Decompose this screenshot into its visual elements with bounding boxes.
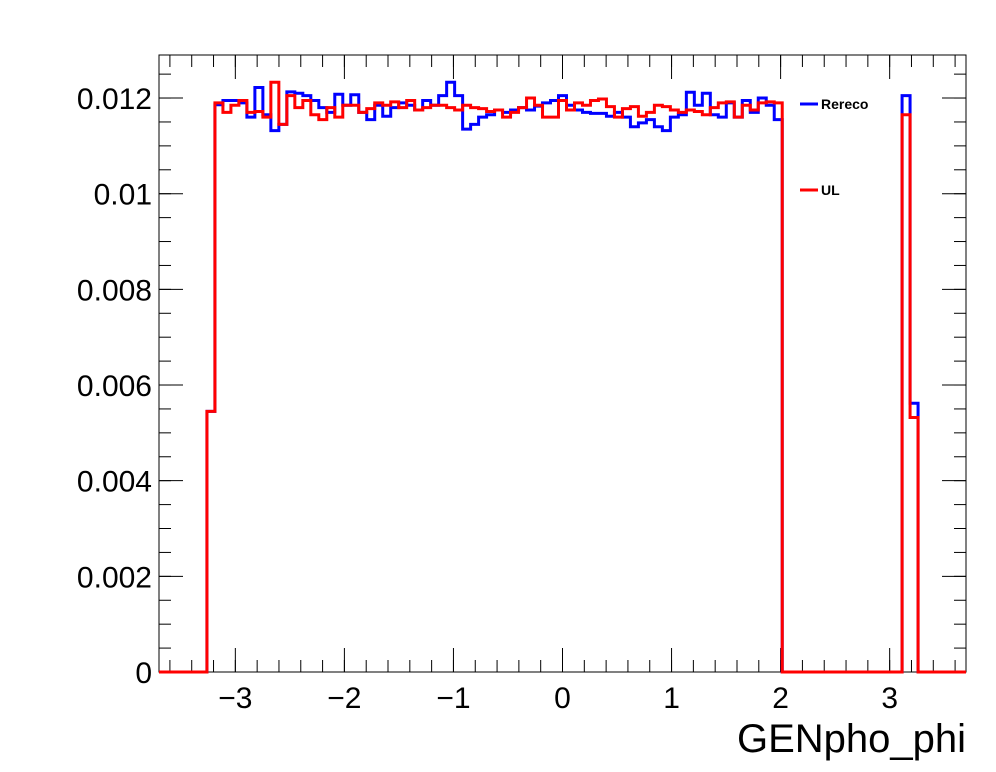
y-tick-label: 0.012 bbox=[77, 83, 152, 116]
x-minor-ticks bbox=[169, 55, 956, 672]
legend-label: UL bbox=[821, 182, 840, 198]
plot-frame bbox=[158, 54, 967, 673]
y-tick-label: 0.008 bbox=[77, 274, 152, 307]
series-line-rereco bbox=[159, 80, 966, 674]
series-line-ul bbox=[159, 80, 966, 674]
x-axis-title: GENpho_phi bbox=[737, 717, 966, 761]
x-tick-label: −2 bbox=[327, 682, 361, 715]
y-axis-ticks: 0 0.002 0.004 0.006 0.008 0.01 0.012 bbox=[77, 83, 966, 690]
x-axis-ticks: −3 −2 −1 0 1 2 3 bbox=[218, 55, 898, 715]
x-tick-label: 2 bbox=[772, 682, 789, 715]
legend-entry-bg bbox=[795, 92, 890, 120]
y-tick-label: 0.006 bbox=[77, 370, 152, 403]
y-minor-ticks bbox=[159, 73, 966, 673]
y-tick-label: 0 bbox=[135, 657, 152, 690]
x-tick-label: −1 bbox=[436, 682, 470, 715]
y-tick-label: 0.004 bbox=[77, 466, 152, 499]
x-tick-label: 0 bbox=[554, 682, 571, 715]
x-tick-label: −3 bbox=[218, 682, 252, 715]
series-layer bbox=[159, 80, 966, 674]
x-tick-label: 1 bbox=[663, 682, 680, 715]
y-tick-label: 0.002 bbox=[77, 561, 152, 594]
legend: Rereco UL bbox=[795, 92, 890, 204]
x-tick-label: 3 bbox=[881, 682, 898, 715]
legend-label: Rereco bbox=[821, 96, 868, 112]
y-tick-label: 0.01 bbox=[94, 179, 152, 212]
